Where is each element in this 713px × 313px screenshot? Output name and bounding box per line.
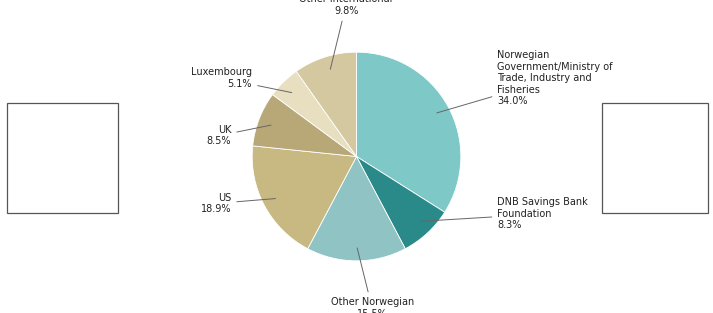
Text: 42%: 42% bbox=[33, 170, 92, 194]
Text: US
18.9%: US 18.9% bbox=[201, 192, 275, 214]
Text: Norwegian
investors:: Norwegian investors: bbox=[627, 125, 683, 147]
Text: International
investors:: International investors: bbox=[29, 125, 96, 147]
Wedge shape bbox=[356, 52, 461, 212]
Text: Norwegian
Government/Ministry of
Trade, Industry and
Fisheries
34.0%: Norwegian Government/Ministry of Trade, … bbox=[437, 50, 613, 113]
Text: Other Norwegian
15.5%: Other Norwegian 15.5% bbox=[331, 248, 414, 313]
Text: UK
8.5%: UK 8.5% bbox=[207, 125, 271, 146]
Wedge shape bbox=[297, 52, 356, 156]
Wedge shape bbox=[356, 156, 445, 249]
Wedge shape bbox=[252, 95, 356, 156]
Text: Luxembourg
5.1%: Luxembourg 5.1% bbox=[191, 67, 292, 93]
Wedge shape bbox=[252, 146, 356, 249]
Wedge shape bbox=[272, 71, 356, 156]
Text: DNB Savings Bank
Foundation
8.3%: DNB Savings Bank Foundation 8.3% bbox=[419, 197, 588, 230]
Text: 58%: 58% bbox=[625, 170, 685, 194]
Wedge shape bbox=[308, 156, 405, 261]
Text: Other international
9.8%: Other international 9.8% bbox=[299, 0, 393, 69]
